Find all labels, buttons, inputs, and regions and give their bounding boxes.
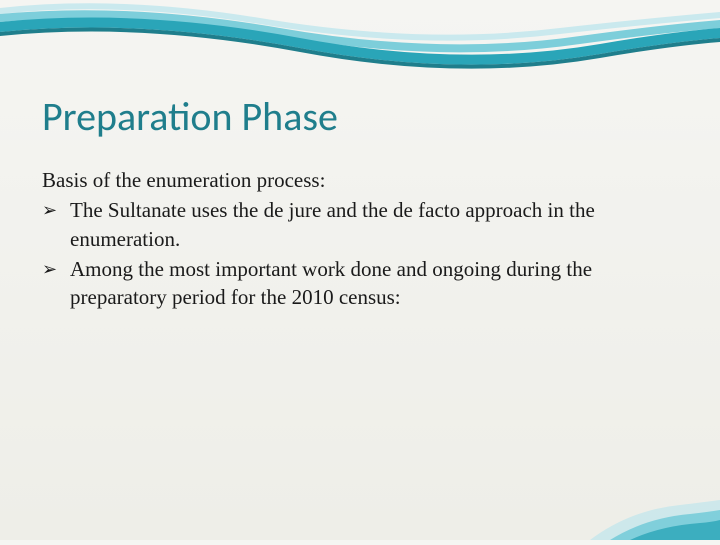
slide-title: Preparation Phase (42, 92, 338, 141)
wave-svg (0, 0, 720, 80)
bullet-text: The Sultanate uses the de jure and the d… (70, 196, 670, 253)
bullet-item: ➢ The Sultanate uses the de jure and the… (42, 196, 670, 253)
header-wave-decoration (0, 0, 720, 80)
bullet-item: ➢ Among the most important work done and… (42, 255, 670, 312)
bullet-marker-icon: ➢ (42, 255, 70, 281)
corner-svg (560, 450, 720, 540)
corner-wave-decoration (560, 450, 720, 540)
bullet-marker-icon: ➢ (42, 196, 70, 222)
intro-text: Basis of the enumeration process: (42, 166, 670, 194)
slide-content: Basis of the enumeration process: ➢ The … (42, 166, 670, 314)
bullet-text: Among the most important work done and o… (70, 255, 670, 312)
